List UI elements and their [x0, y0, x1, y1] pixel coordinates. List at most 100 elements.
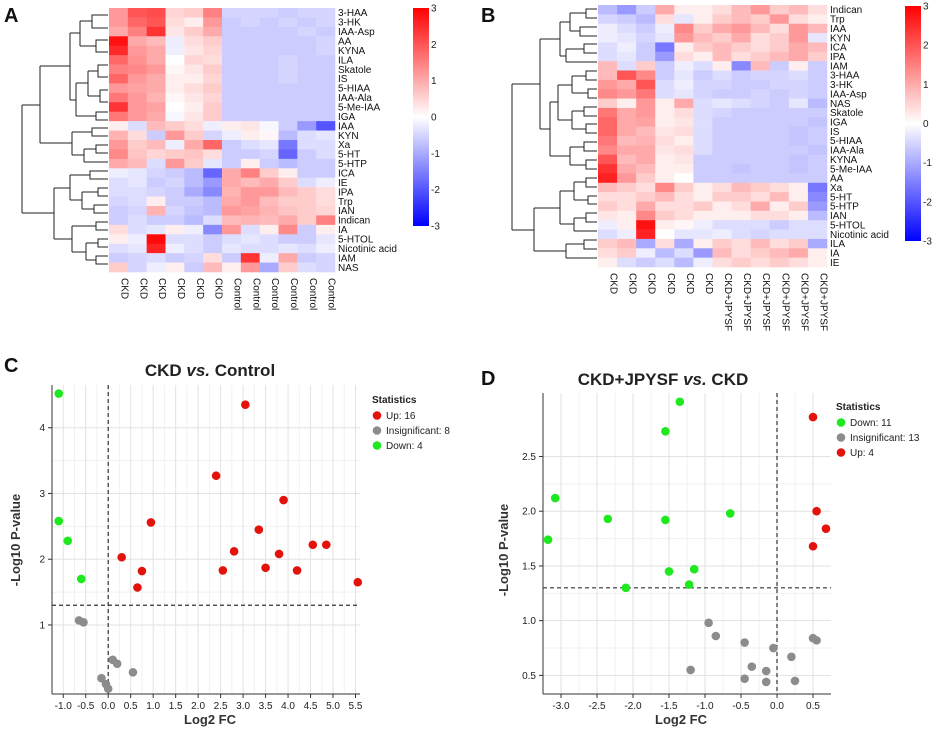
heatmap-cell	[807, 70, 828, 81]
heatmap-cell	[807, 192, 828, 202]
x-tick-label: -0.5	[77, 701, 95, 712]
heatmap-cell	[203, 74, 223, 84]
heatmap-cell	[712, 257, 732, 268]
heatmap-cell	[109, 92, 129, 103]
heatmap-cell	[750, 173, 771, 184]
heatmap-cell	[109, 206, 129, 216]
heatmap-cell	[278, 130, 298, 141]
heatmap-cell	[240, 92, 260, 103]
heatmap-b-row-labels: IndicanTrpIAAKYNICAIPAIAM3-HAA3-HKIAA-As…	[830, 5, 889, 269]
heatmap-cell	[636, 33, 656, 43]
row-label: 5-HTP	[338, 159, 367, 170]
heatmap-cell	[807, 33, 828, 43]
heatmap-cell	[674, 238, 694, 249]
heatmap-cell	[655, 70, 675, 81]
data-point-up	[146, 518, 156, 527]
data-point-down	[689, 564, 699, 574]
heatmap-cell	[788, 229, 809, 240]
heatmap-cell	[731, 14, 751, 25]
heatmap-cell	[127, 8, 147, 18]
heatmap-cell	[127, 253, 147, 263]
heatmap-cell	[636, 5, 656, 15]
heatmap-cell	[165, 187, 185, 197]
heatmap-cell	[712, 61, 732, 71]
heatmap-cell	[617, 220, 637, 230]
data-point-insignificant	[747, 662, 757, 671]
heatmap-cell	[674, 98, 694, 109]
heatmap-cell	[278, 26, 298, 37]
heatmap-cell	[617, 33, 637, 43]
heatmap-a-cells	[109, 8, 336, 273]
row-label: KYN	[338, 131, 359, 142]
heatmap-cell	[636, 42, 656, 53]
heatmap-cell	[240, 149, 260, 160]
heatmap-cell	[807, 257, 828, 268]
row-label: IAM	[830, 61, 848, 72]
heatmap-cell	[636, 173, 656, 184]
heatmap-cell	[807, 154, 828, 165]
heatmap-cell	[598, 229, 618, 240]
heatmap-cell	[712, 79, 732, 90]
heatmap-cell	[598, 154, 618, 165]
heatmap-cell	[731, 192, 751, 202]
heatmap-cell	[750, 238, 771, 249]
heatmap-cell	[731, 164, 751, 174]
heatmap-cell	[712, 42, 732, 53]
heatmap-cell	[712, 70, 732, 81]
heatmap-cell	[636, 248, 656, 258]
heatmap-cell	[184, 26, 204, 37]
heatmap-cell	[222, 102, 242, 113]
column-label: CKD	[118, 278, 129, 299]
heatmap-cell	[617, 238, 637, 249]
heatmap-cell	[222, 36, 242, 47]
row-label: NAS	[830, 99, 851, 110]
row-label: KYNA	[830, 155, 858, 166]
heatmap-cell	[674, 229, 694, 240]
heatmap-cell	[731, 79, 751, 90]
x-tick-label: -1.5	[660, 701, 678, 712]
heatmap-cell	[127, 215, 147, 226]
heatmap-cell	[807, 164, 828, 174]
heatmap-cell	[259, 92, 279, 103]
heatmap-cell	[316, 168, 336, 179]
heatmap-cell	[165, 55, 185, 65]
heatmap-cell	[127, 262, 147, 273]
heatmap-cell	[297, 55, 317, 65]
heatmap-cell	[316, 92, 336, 103]
heatmap-cell	[598, 248, 618, 258]
data-point-up	[137, 566, 147, 576]
heatmap-cell	[297, 140, 317, 150]
heatmap-cell	[617, 126, 637, 137]
heatmap-cell	[278, 92, 298, 103]
data-point-up	[821, 524, 831, 534]
data-point-down	[675, 397, 685, 407]
volcano-c-title: CKD vs. Control	[145, 361, 275, 380]
heatmap-cell	[297, 234, 317, 245]
data-point-insignificant	[787, 652, 796, 662]
heatmap-cell	[769, 79, 790, 90]
x-tick-label: 0.5	[806, 701, 820, 712]
legend-label: Insignificant: 8	[386, 426, 450, 437]
heatmap-cell	[165, 130, 185, 141]
heatmap-cell	[146, 177, 166, 188]
x-tick-label: 0.0	[770, 701, 784, 712]
heatmap-cell	[278, 206, 298, 216]
heatmap-cell	[184, 215, 204, 226]
heatmap-b-cells	[598, 5, 828, 268]
heatmap-cell	[750, 248, 771, 258]
x-tick-label: 2.0	[191, 701, 205, 712]
column-label: CKD	[137, 278, 148, 299]
heatmap-cell	[636, 89, 656, 99]
heatmap-cell	[109, 177, 129, 188]
heatmap-cell	[109, 234, 129, 245]
data-point-down	[661, 427, 670, 436]
heatmap-cell	[127, 64, 147, 75]
heatmap-cell	[127, 92, 147, 103]
heatmap-cell	[636, 229, 656, 240]
heatmap-cell	[769, 201, 790, 212]
heatmap-cell	[655, 14, 675, 25]
heatmap-cell	[203, 215, 223, 226]
heatmap-cell	[769, 23, 790, 34]
heatmap-cell	[222, 55, 242, 65]
heatmap-cell	[636, 23, 656, 34]
